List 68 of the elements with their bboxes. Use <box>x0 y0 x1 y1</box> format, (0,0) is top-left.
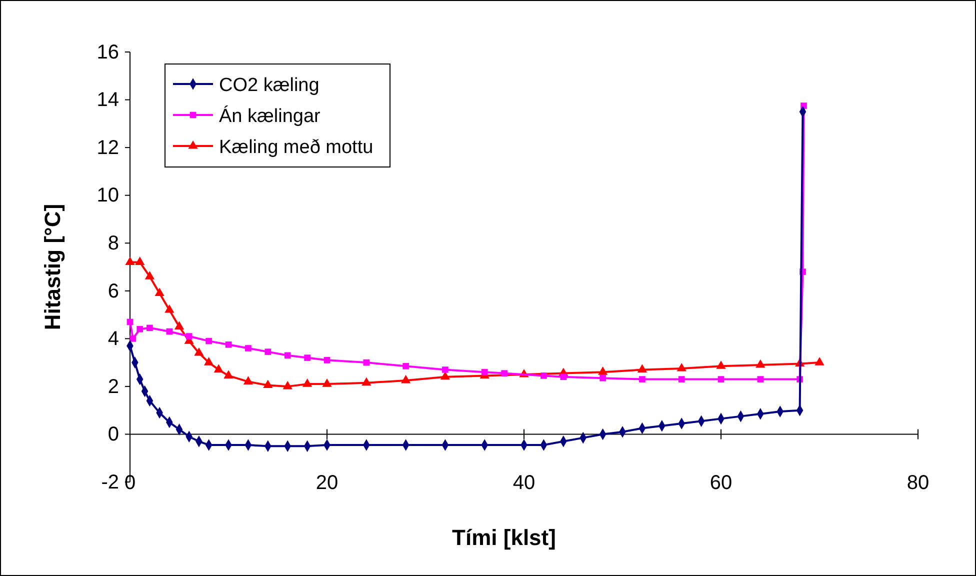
y-tick-label: -2 <box>101 471 119 494</box>
point <box>130 336 136 342</box>
point <box>440 371 450 380</box>
legend-label: Kæling með mottu <box>219 137 374 158</box>
point <box>194 347 204 356</box>
point <box>402 362 409 370</box>
point <box>284 352 291 359</box>
point <box>362 377 372 386</box>
x-tick-label: 20 <box>316 472 338 494</box>
point <box>501 370 508 376</box>
y-tick-label: 6 <box>108 280 119 302</box>
point <box>324 357 330 364</box>
point <box>174 321 184 330</box>
y-tick-label: 8 <box>108 232 119 255</box>
point <box>126 318 134 326</box>
point <box>678 376 685 382</box>
x-tick-label: 60 <box>710 472 732 494</box>
point <box>718 376 724 382</box>
point <box>136 326 144 332</box>
point <box>481 368 488 376</box>
point <box>264 348 272 355</box>
y-axis-title: Hitastig [°C] <box>40 204 65 330</box>
point <box>204 357 214 366</box>
point <box>400 374 411 384</box>
y-tick-label: 2 <box>108 376 119 398</box>
point <box>282 380 292 390</box>
point <box>598 366 608 375</box>
y-tick-label: 16 <box>96 41 119 64</box>
point <box>206 338 212 344</box>
point <box>304 354 310 361</box>
point <box>224 370 234 378</box>
point <box>757 376 764 382</box>
point <box>225 341 232 348</box>
point <box>154 288 164 296</box>
point <box>540 372 547 379</box>
point <box>125 256 135 265</box>
legend-label: CO2 kæling <box>219 75 320 96</box>
point <box>144 271 155 280</box>
point <box>363 359 370 366</box>
x-tick-label: 40 <box>512 472 536 494</box>
point <box>442 366 448 373</box>
point <box>322 378 332 387</box>
point <box>186 333 192 340</box>
point <box>560 374 567 380</box>
point <box>676 362 686 372</box>
point <box>600 374 606 382</box>
point <box>639 376 646 382</box>
point <box>814 357 824 366</box>
y-tick-label: 14 <box>96 89 119 112</box>
y-tick-label: 4 <box>108 328 119 350</box>
point <box>146 324 153 332</box>
point <box>263 380 273 388</box>
x-tick-label: 80 <box>906 472 930 494</box>
point <box>135 256 145 265</box>
y-tick-label: 10 <box>96 184 119 207</box>
point <box>164 304 174 313</box>
point <box>716 360 726 369</box>
point <box>756 359 766 368</box>
x-axis-title: Tími [klst] <box>452 525 556 550</box>
point <box>166 328 173 335</box>
point <box>243 376 254 384</box>
point <box>245 345 252 352</box>
point <box>637 364 648 372</box>
y-tick-label: 12 <box>96 136 119 159</box>
legend-label: Án kælingar <box>219 105 322 127</box>
point <box>302 378 312 387</box>
point <box>214 364 224 372</box>
y-tick-label: 0 <box>108 424 119 446</box>
